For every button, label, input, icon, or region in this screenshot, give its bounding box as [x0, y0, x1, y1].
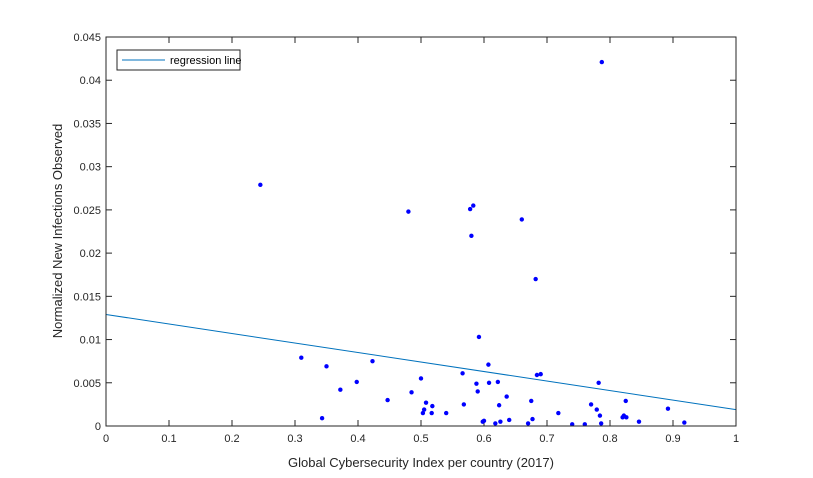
x-tick-label: 0.5 [413, 433, 428, 445]
x-tick-label: 0.7 [539, 433, 554, 445]
data-point [596, 380, 601, 385]
data-point [493, 421, 498, 426]
data-point [406, 209, 411, 214]
data-point [495, 379, 501, 385]
data-point [533, 276, 538, 282]
data-point [481, 418, 487, 424]
data-point [258, 182, 263, 188]
data-point [594, 407, 599, 412]
x-tick-label: 0.6 [476, 433, 491, 445]
data-point [529, 398, 534, 404]
data-point [534, 372, 540, 378]
regression-line-group [105, 313, 737, 411]
data-point [421, 407, 427, 412]
plot-frame [105, 36, 737, 427]
data-point [409, 390, 414, 395]
data-point [469, 233, 474, 239]
data-point [461, 402, 467, 407]
x-tick-label: 0.2 [224, 433, 239, 445]
data-point [324, 364, 329, 369]
data-point [430, 403, 435, 409]
legend: regression line [116, 49, 242, 71]
data-point [598, 421, 604, 426]
data-point [507, 417, 512, 423]
data-point [556, 410, 561, 416]
data-point [623, 398, 628, 404]
legend-box [116, 49, 241, 71]
data-point [338, 387, 343, 392]
data-point [423, 400, 429, 405]
x-tick-label: 0.4 [350, 433, 365, 445]
data-point [474, 381, 479, 386]
data-point [460, 371, 465, 376]
data-point [475, 389, 480, 394]
data-point [496, 403, 502, 408]
data-point [498, 419, 503, 424]
data-point [319, 416, 325, 421]
data-point [525, 421, 531, 426]
data-point [530, 416, 535, 422]
y-tick-label: 0.045 [73, 32, 101, 44]
x-tick-label: 0 [103, 433, 109, 445]
y-tick-label: 0.02 [80, 248, 101, 260]
data-point [418, 376, 424, 381]
data-point [429, 410, 434, 416]
x-tick-label: 0.1 [161, 433, 176, 445]
x-tick-label: 0.9 [665, 433, 680, 445]
legend-entry-regression: regression line [170, 55, 242, 67]
y-tick-label: 0.03 [80, 162, 101, 174]
plot-area [106, 37, 736, 426]
x-tick-label: 0.3 [287, 433, 302, 445]
data-points [258, 59, 687, 427]
data-point [467, 206, 473, 212]
data-point [370, 358, 375, 364]
x-tick-label: 0.8 [602, 433, 617, 445]
data-point [519, 217, 524, 222]
data-point [665, 406, 671, 411]
axis-ticks: 0 0.1 0.2 0.3 0.4 0.5 0.6 0.7 0.8 0.9 1 0 0.005 0.01 0… [73, 32, 739, 445]
y-axis-label: Normalized New Infections Observed [50, 124, 65, 339]
data-point [504, 394, 509, 399]
y-tick-label: 0.035 [73, 118, 101, 130]
data-point [597, 413, 603, 418]
data-point [471, 203, 476, 208]
data-point [299, 355, 304, 360]
y-tick-label: 0 [95, 421, 101, 433]
data-point [476, 334, 482, 340]
y-tick-label: 0.04 [80, 75, 101, 87]
data-point [582, 422, 587, 427]
data-point [588, 402, 594, 407]
data-point [624, 415, 629, 420]
data-point [354, 379, 359, 385]
data-point [599, 59, 605, 65]
data-point [538, 371, 543, 377]
x-tick-label: 1 [733, 433, 739, 445]
data-point [385, 397, 390, 403]
x-axis-label: Global Cybersecurity Index per country (… [288, 455, 554, 470]
data-point [486, 380, 492, 385]
data-point [486, 362, 491, 367]
regression-line [105, 313, 737, 411]
y-tick-label: 0.005 [73, 378, 101, 390]
y-tick-label: 0.01 [80, 335, 101, 347]
data-point [636, 419, 642, 424]
y-tick-label: 0.015 [73, 291, 101, 303]
data-point [570, 422, 575, 427]
data-point [420, 410, 426, 416]
y-tick-label: 0.025 [73, 205, 101, 217]
data-point [682, 420, 687, 425]
data-point [444, 410, 449, 416]
